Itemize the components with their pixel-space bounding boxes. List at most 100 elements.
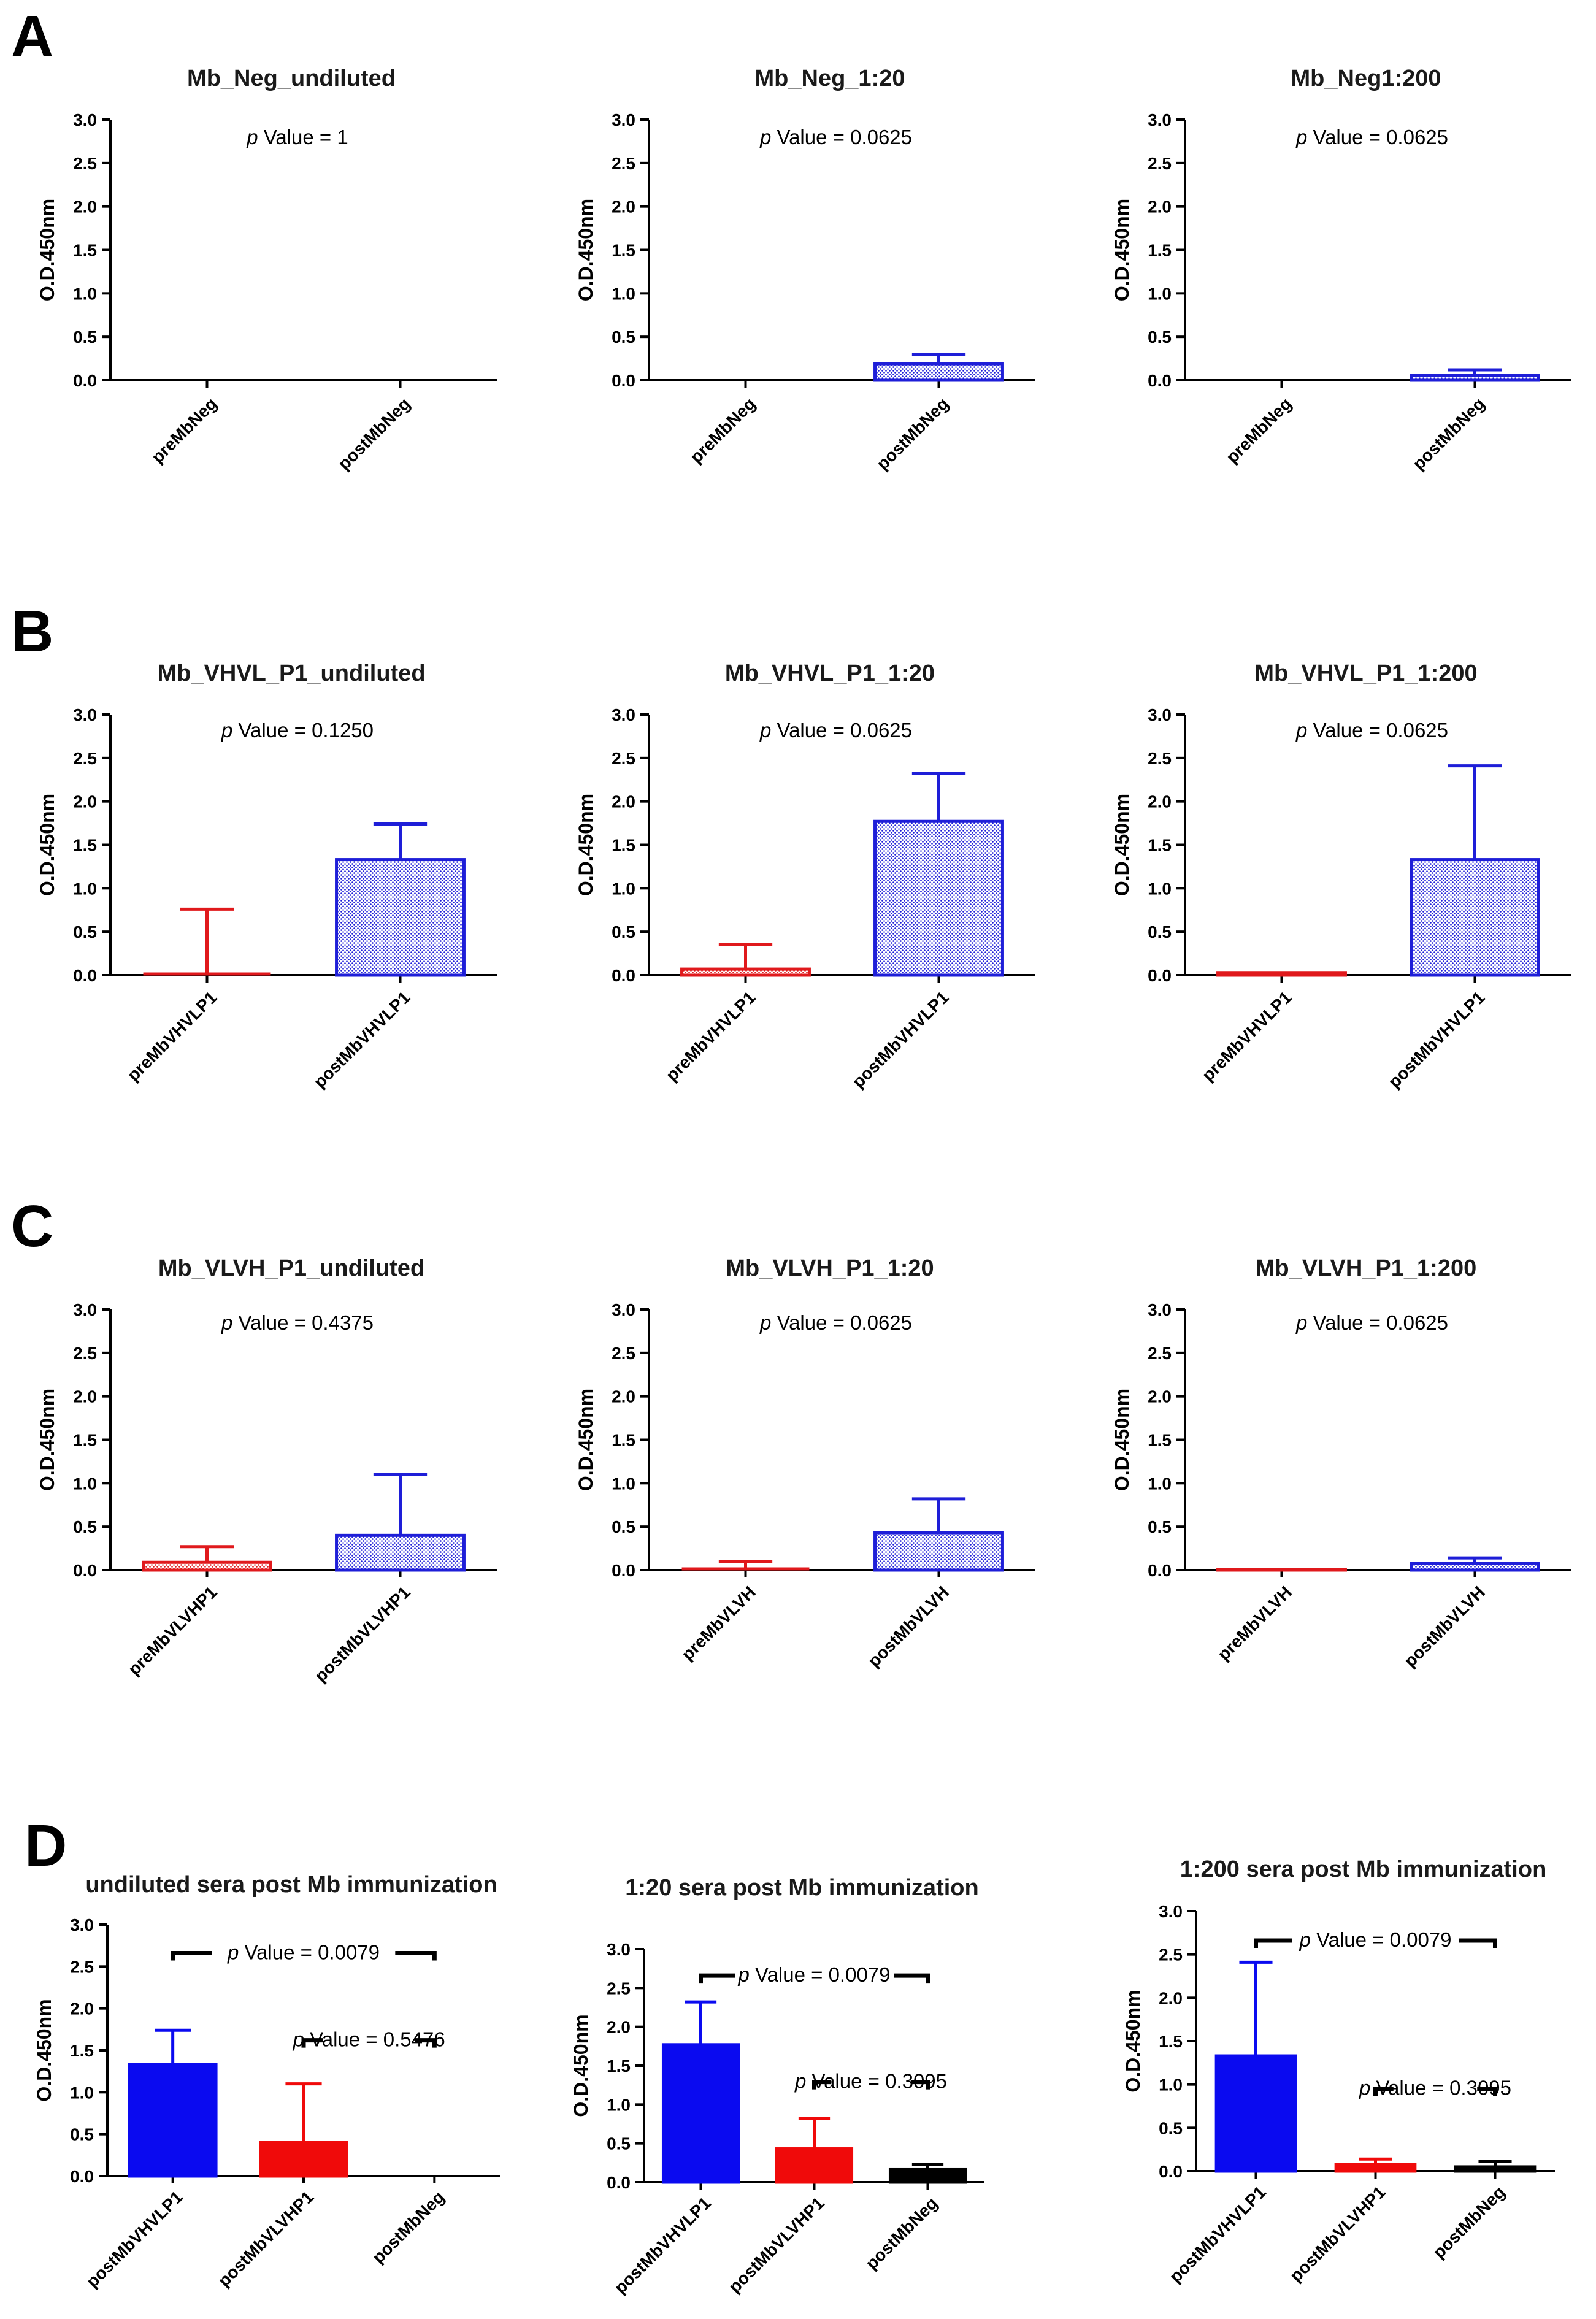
y-tick-label: 0.0 (1148, 371, 1172, 390)
bar-postMbVHVLP1 (661, 2043, 740, 2184)
p-bracket-right (415, 2038, 437, 2048)
y-axis-label: O.D.450nm (575, 1389, 597, 1491)
p-value-label: p Value = 1 (246, 126, 348, 148)
p-value-text: Value = 0.3095 (812, 2070, 948, 2093)
y-tick-label: 1.0 (607, 2095, 631, 2114)
bar-postMbVLVH (1410, 1562, 1540, 1572)
y-tick-label: 1.5 (612, 836, 635, 855)
y-axis-label: O.D.450nm (1111, 1389, 1133, 1491)
y-tick-label: 1.0 (73, 879, 97, 898)
y-tick-label: 2.5 (1159, 1945, 1183, 1964)
y-axis-label: O.D.450nm (575, 794, 597, 896)
y-tick-label: 1.5 (73, 241, 97, 260)
y-tick-label: 1.5 (70, 2041, 94, 2060)
category-label-preMbVHVLP1: preMbVHVLP1 (123, 987, 220, 1084)
p-italic: p (759, 1311, 777, 1334)
chart-9: Mb_VLVH_P1_1:200 0.0 0.5 1.0 1.5 2.0 2.5 3.0 O.D… (1111, 1255, 1571, 1671)
y-tick-label: 2.0 (73, 197, 97, 217)
y-tick-label: 2.0 (612, 197, 635, 217)
chart-title: Mb_VLVH_P1_undiluted (158, 1255, 424, 1281)
p-value-text: Value = 0.0625 (1313, 719, 1449, 742)
y-tick-label: 3.0 (612, 110, 635, 129)
y-tick-label: 2.5 (1148, 749, 1172, 768)
y-tick-label: 2.5 (612, 749, 635, 768)
category-label-preMbVHVLP1: preMbVHVLP1 (1198, 987, 1295, 1084)
y-tick-label: 0.0 (1159, 2162, 1183, 2181)
y-axis-label: O.D.450nm (36, 794, 58, 896)
p-value-text: Value = 0.0625 (1313, 1311, 1449, 1334)
y-tick-label: 1.0 (70, 2083, 94, 2102)
y-tick-label: 2.0 (612, 1387, 635, 1406)
p-italic: p (794, 2070, 812, 2093)
charts-group: Mb_Neg_undiluted 0.0 0.5 1.0 1.5 2.0 2.5 3.0 O.D… (33, 66, 1571, 2298)
p-italic: p (759, 126, 777, 148)
chart-10: undiluted sera post Mb immunization 0.0 0.… (33, 1872, 500, 2291)
chart-12: 1:200 sera post Mb immunization 0.0 0.5 1.0… (1122, 1857, 1555, 2286)
p-bracket-right (1477, 2087, 1497, 2096)
p-value-text: Value = 1 (264, 126, 348, 148)
y-tick-label: 0.5 (612, 922, 635, 941)
p-italic: p (221, 719, 239, 742)
y-tick-label: 3.0 (612, 705, 635, 724)
p-italic: p (1295, 126, 1313, 148)
y-tick-label: 2.5 (73, 749, 97, 768)
category-label-postMbNeg: postMbNeg (1409, 394, 1489, 473)
y-tick-label: 0.5 (73, 1517, 97, 1536)
chart-6: Mb_VHVL_P1_1:200 0.0 0.5 1.0 1.5 2.0 2.5 3.0 O.D… (1111, 661, 1571, 1092)
y-tick-label: 1.0 (1159, 2076, 1183, 2095)
p-italic: p (1359, 2077, 1376, 2099)
p-value-text: Value = 0.0079 (755, 1963, 891, 1986)
p-italic: p (737, 1963, 755, 1986)
p-value-label: p Value = 0.4375 (221, 1311, 374, 1334)
p-value-label: p Value = 0.0625 (759, 1311, 912, 1334)
category-label-postMbVHVLP1: postMbVHVLP1 (610, 2193, 714, 2297)
y-tick-label: 1.5 (612, 241, 635, 260)
y-tick-label: 0.5 (1148, 1517, 1172, 1536)
y-tick-label: 2.0 (1148, 792, 1172, 811)
y-tick-label: 0.0 (1148, 1561, 1172, 1580)
chart-5: Mb_VHVL_P1_1:20 0.0 0.5 1.0 1.5 2.0 2.5 3.0 O.D.… (575, 661, 1035, 1092)
y-tick-label: 2.5 (612, 1344, 635, 1363)
y-tick-label: 1.0 (73, 284, 97, 303)
category-label-postMbNeg: postMbNeg (1429, 2182, 1509, 2262)
y-tick-label: 0.0 (70, 2167, 94, 2186)
chart-7: Mb_VLVH_P1_undiluted 0.0 0.5 1.0 1.5 2.0 2.5 3.… (36, 1255, 497, 1685)
y-tick-label: 1.5 (73, 836, 97, 855)
bar-postMbVHVLP1 (128, 2063, 218, 2178)
category-label-preMbVHVLP1: preMbVHVLP1 (662, 987, 759, 1084)
y-tick-label: 0.0 (607, 2173, 631, 2192)
p-italic: p (1295, 719, 1313, 742)
y-tick-label: 3.0 (1159, 1902, 1183, 1921)
y-tick-label: 2.0 (1148, 197, 1172, 217)
y-tick-label: 1.5 (1148, 241, 1172, 260)
p-italic: p (293, 2028, 310, 2051)
chart-title: 1:20 sera post Mb immunization (625, 1875, 978, 1901)
p-bracket-left (171, 1950, 212, 1961)
p-value-text: Value = 0.4375 (239, 1311, 374, 1334)
bar-postMbVHVLP1 (1410, 858, 1540, 977)
p-italic: p (1295, 1311, 1313, 1334)
y-tick-label: 2.0 (73, 1387, 97, 1406)
category-label-postMbVLVHP1: postMbVLVHP1 (725, 2193, 828, 2296)
y-tick-label: 0.5 (1148, 922, 1172, 941)
p-value-label: p Value = 0.3095 (1359, 2077, 1511, 2099)
bar-postMbVHVLP1 (335, 858, 466, 977)
p-value-label: p Value = 0.5476 (293, 2028, 445, 2051)
y-tick-label: 0.0 (612, 371, 635, 390)
panel-letter-c: C (11, 1194, 53, 1259)
y-tick-label: 0.0 (1148, 966, 1172, 985)
category-label-postMbVLVHP1: postMbVLVHP1 (214, 2187, 317, 2290)
p-italic: p (246, 126, 264, 148)
y-tick-label: 1.0 (612, 879, 635, 898)
p-value-label: p Value = 0.0079 (227, 1941, 380, 1963)
p-value-label: p Value = 0.0625 (1295, 1311, 1448, 1334)
category-label-postMbNeg: postMbNeg (334, 394, 414, 473)
p-bracket-left (1373, 2087, 1394, 2096)
y-tick-label: 3.0 (607, 1940, 631, 1959)
p-bracket-left (1254, 1938, 1292, 1949)
p-value-text: Value = 0.1250 (239, 719, 374, 742)
category-label-postMbNeg: postMbNeg (873, 394, 953, 473)
category-label-preMbVLVH: preMbVLVH (678, 1582, 759, 1664)
bar-preMbVHVLP1 (680, 967, 811, 977)
y-axis-label: O.D.450nm (36, 199, 58, 301)
